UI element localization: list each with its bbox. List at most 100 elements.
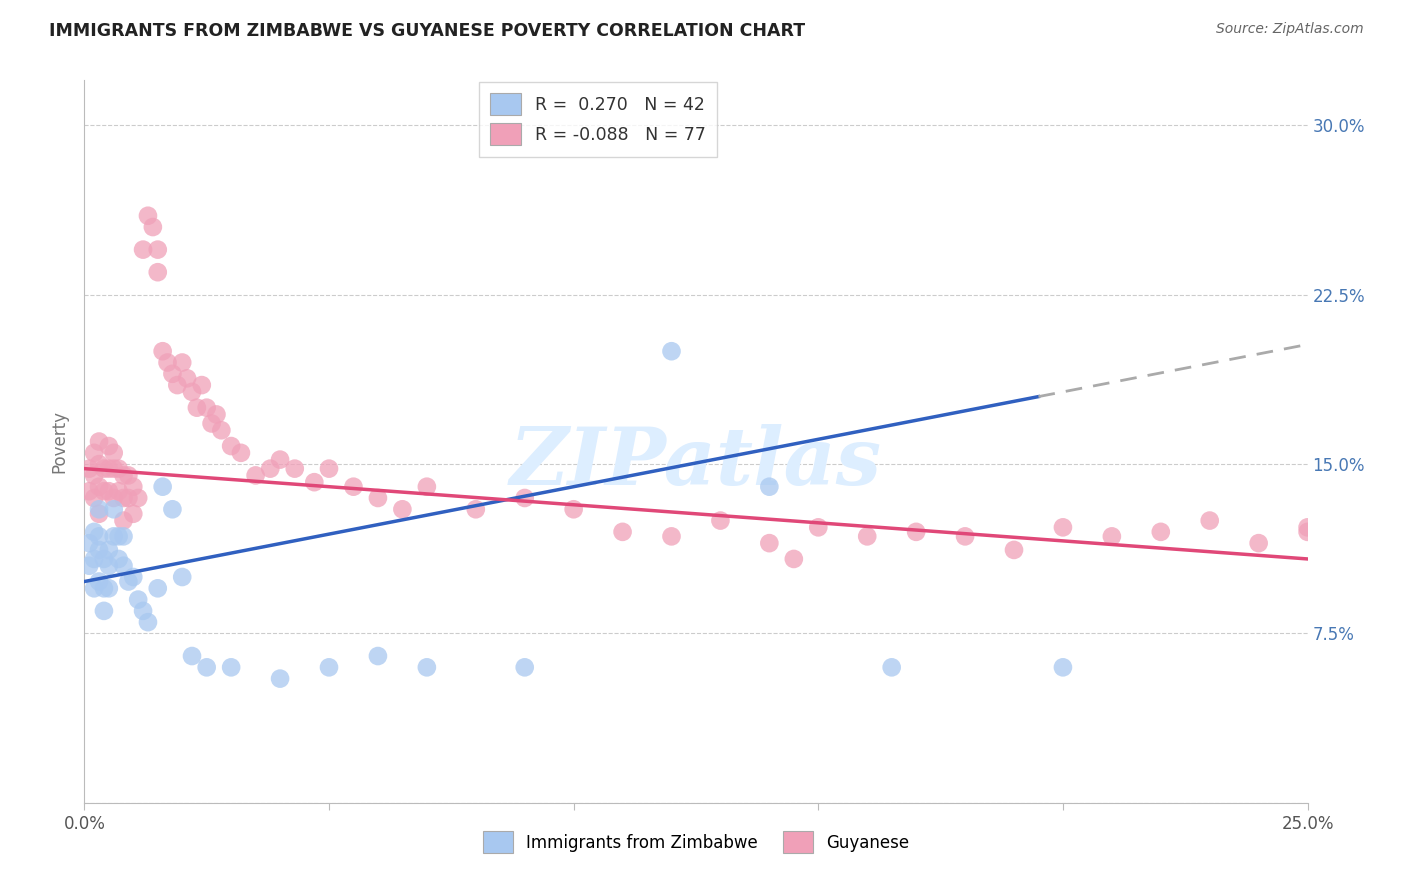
Point: [112, 514, 135, 528]
Point: [880, 660, 903, 674]
Point: [318, 461, 340, 475]
Point: [93, 484, 115, 499]
Point: [103, 502, 125, 516]
Point: [83, 468, 105, 483]
Point: [209, 423, 232, 437]
Point: [176, 371, 198, 385]
Point: [181, 384, 204, 399]
Point: [162, 367, 184, 381]
Point: [152, 344, 174, 359]
Point: [186, 401, 208, 415]
Point: [103, 491, 125, 505]
Y-axis label: Poverty: Poverty: [51, 410, 69, 473]
Point: [1150, 524, 1173, 539]
Point: [953, 529, 976, 543]
Point: [562, 502, 585, 516]
Point: [172, 570, 194, 584]
Point: [367, 491, 389, 505]
Point: [127, 592, 149, 607]
Point: [77, 536, 100, 550]
Point: [905, 524, 928, 539]
Point: [97, 461, 120, 475]
Point: [152, 480, 174, 494]
Point: [93, 461, 115, 475]
Point: [122, 480, 145, 494]
Point: [87, 542, 110, 557]
Point: [83, 582, 105, 596]
Point: [107, 461, 129, 475]
Point: [191, 378, 214, 392]
Point: [112, 468, 135, 483]
Point: [83, 524, 105, 539]
Point: [156, 355, 179, 369]
Point: [709, 514, 731, 528]
Point: [77, 558, 100, 573]
Point: [146, 265, 169, 279]
Point: [195, 401, 218, 415]
Point: [342, 480, 364, 494]
Point: [112, 491, 135, 505]
Point: [1296, 520, 1319, 534]
Point: [1101, 529, 1123, 543]
Point: [856, 529, 879, 543]
Point: [146, 582, 169, 596]
Point: [117, 491, 139, 505]
Point: [87, 480, 110, 494]
Point: [464, 502, 486, 516]
Point: [97, 558, 120, 573]
Point: [127, 491, 149, 505]
Point: [117, 468, 139, 483]
Point: [136, 615, 159, 630]
Point: [318, 660, 340, 674]
Point: [416, 660, 439, 674]
Point: [612, 524, 634, 539]
Point: [87, 529, 110, 543]
Point: [1002, 542, 1025, 557]
Point: [87, 507, 110, 521]
Text: IMMIGRANTS FROM ZIMBABWE VS GUYANESE POVERTY CORRELATION CHART: IMMIGRANTS FROM ZIMBABWE VS GUYANESE POV…: [49, 22, 806, 40]
Point: [117, 574, 139, 589]
Point: [195, 660, 218, 674]
Point: [513, 491, 536, 505]
Point: [162, 502, 184, 516]
Point: [83, 446, 105, 460]
Point: [93, 552, 115, 566]
Point: [93, 604, 115, 618]
Point: [367, 648, 389, 663]
Point: [107, 529, 129, 543]
Point: [661, 529, 683, 543]
Point: [97, 484, 120, 499]
Point: [87, 502, 110, 516]
Text: Source: ZipAtlas.com: Source: ZipAtlas.com: [1216, 22, 1364, 37]
Point: [142, 220, 165, 235]
Point: [172, 355, 194, 369]
Point: [807, 520, 830, 534]
Point: [107, 552, 129, 566]
Point: [87, 434, 110, 449]
Point: [112, 529, 135, 543]
Point: [1052, 520, 1074, 534]
Point: [166, 378, 188, 392]
Point: [132, 243, 155, 257]
Point: [269, 672, 291, 686]
Point: [93, 582, 115, 596]
Point: [77, 484, 100, 499]
Point: [1052, 660, 1074, 674]
Point: [83, 552, 105, 566]
Point: [416, 480, 439, 494]
Point: [1247, 536, 1270, 550]
Point: [83, 491, 105, 505]
Point: [200, 417, 222, 431]
Point: [758, 480, 780, 494]
Point: [259, 461, 281, 475]
Legend: Immigrants from Zimbabwe, Guyanese: Immigrants from Zimbabwe, Guyanese: [477, 825, 915, 860]
Point: [219, 439, 242, 453]
Point: [1198, 514, 1220, 528]
Point: [205, 408, 228, 422]
Point: [758, 536, 780, 550]
Point: [245, 468, 267, 483]
Point: [97, 542, 120, 557]
Point: [103, 529, 125, 543]
Point: [391, 502, 413, 516]
Point: [284, 461, 307, 475]
